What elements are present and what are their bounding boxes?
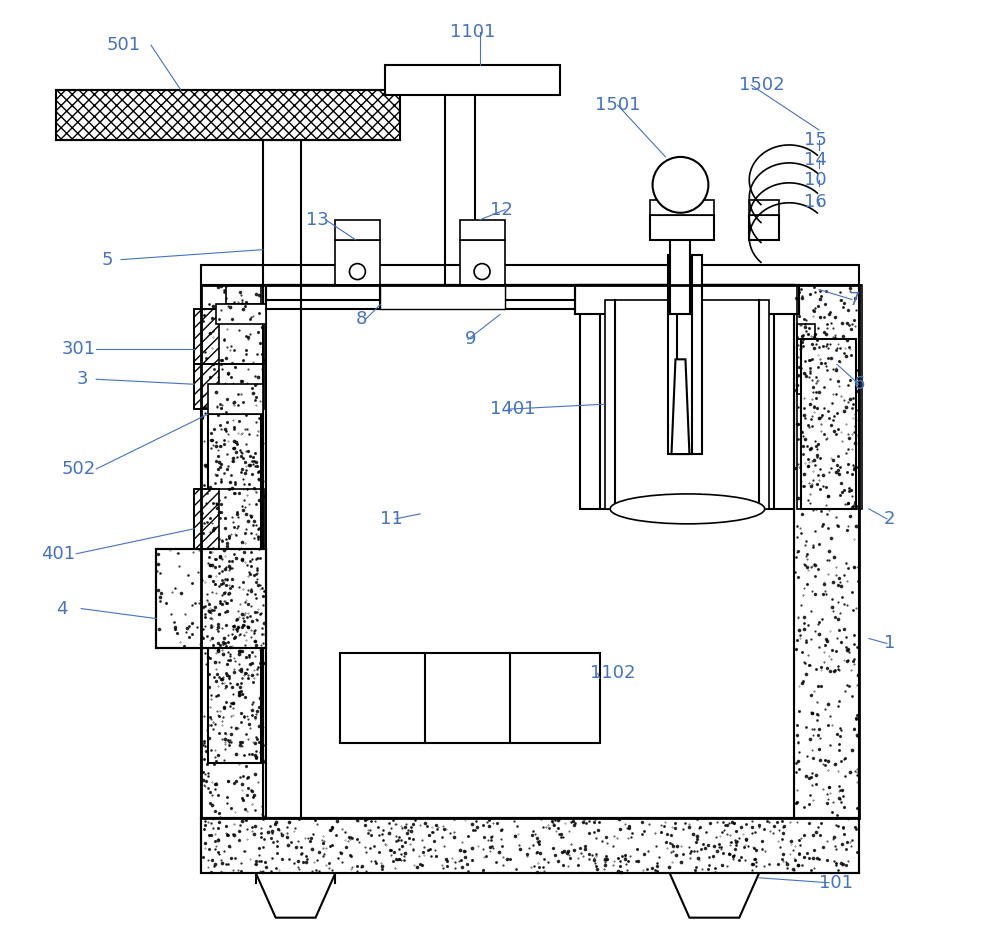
Bar — [340, 654, 600, 743]
Text: 1: 1 — [884, 635, 895, 653]
Text: 8: 8 — [355, 311, 367, 329]
Bar — [650, 200, 714, 215]
Text: 16: 16 — [804, 192, 827, 210]
Text: 2: 2 — [884, 510, 895, 528]
Bar — [208, 414, 261, 763]
Bar — [156, 548, 266, 649]
Polygon shape — [671, 360, 689, 454]
Text: 401: 401 — [41, 545, 75, 562]
Bar — [668, 254, 702, 454]
Circle shape — [474, 264, 490, 280]
Bar — [794, 285, 859, 818]
Bar — [460, 220, 505, 239]
Bar — [575, 285, 799, 315]
Bar — [201, 265, 859, 285]
Text: 3: 3 — [76, 370, 88, 388]
Bar — [156, 548, 266, 649]
Text: 1501: 1501 — [595, 96, 640, 114]
Bar — [670, 185, 690, 315]
Bar — [201, 818, 859, 873]
Circle shape — [653, 157, 708, 213]
Text: 9: 9 — [465, 331, 477, 348]
Bar — [335, 220, 380, 239]
Bar — [216, 304, 266, 325]
Text: 501: 501 — [106, 37, 140, 54]
Bar — [194, 489, 264, 548]
Bar — [194, 310, 264, 364]
Text: 11: 11 — [380, 510, 403, 528]
Bar — [201, 818, 859, 873]
Text: 12: 12 — [490, 201, 513, 219]
Text: 1101: 1101 — [450, 23, 496, 41]
Text: 6: 6 — [854, 376, 865, 393]
Text: 13: 13 — [306, 210, 328, 229]
Bar — [194, 310, 219, 364]
Bar — [56, 90, 400, 140]
Bar — [226, 285, 261, 304]
Bar — [797, 325, 815, 339]
Bar — [208, 384, 263, 414]
Text: 10: 10 — [804, 171, 827, 189]
Polygon shape — [256, 873, 335, 917]
Bar — [385, 65, 560, 95]
Text: 5: 5 — [101, 251, 113, 269]
Bar — [605, 300, 769, 509]
Bar — [797, 339, 815, 394]
Text: 4: 4 — [56, 600, 68, 618]
Bar — [801, 339, 856, 509]
Bar — [335, 239, 380, 285]
Text: 502: 502 — [61, 460, 96, 478]
Bar — [201, 285, 859, 818]
Circle shape — [349, 264, 365, 280]
Text: 7: 7 — [849, 290, 860, 309]
Bar — [749, 215, 779, 239]
Bar — [749, 200, 779, 215]
Text: 1502: 1502 — [739, 76, 785, 94]
Bar — [580, 285, 794, 509]
Text: 301: 301 — [61, 340, 95, 359]
Polygon shape — [669, 873, 759, 917]
Bar — [650, 215, 714, 239]
Bar — [194, 364, 219, 409]
Bar — [460, 239, 505, 285]
Ellipse shape — [610, 494, 765, 524]
Bar — [266, 285, 794, 818]
Bar — [194, 364, 264, 409]
Text: 1401: 1401 — [490, 400, 536, 418]
Text: 101: 101 — [819, 874, 853, 892]
Bar — [797, 285, 862, 509]
Bar — [194, 489, 219, 548]
Text: 1102: 1102 — [590, 665, 635, 683]
Text: 14: 14 — [804, 151, 827, 169]
Text: 15: 15 — [804, 131, 827, 149]
Bar — [201, 285, 266, 818]
Bar — [380, 285, 505, 310]
